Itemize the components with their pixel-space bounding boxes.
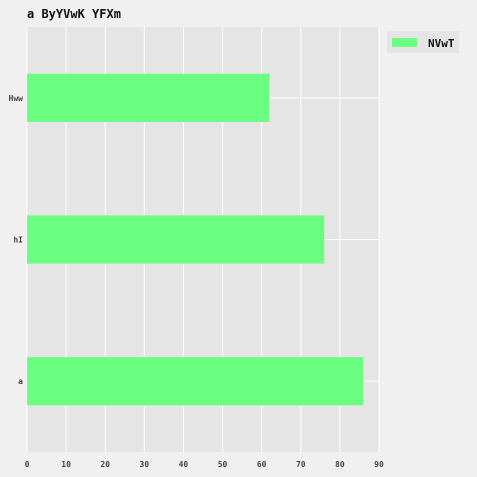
legend-swatch-nvwt (392, 38, 417, 47)
chart-title: a ByYVwK YFXm (27, 7, 121, 21)
x-tick-label: 10 (61, 460, 71, 469)
legend-box (387, 31, 459, 53)
x-tick-label: 40 (179, 460, 189, 469)
y-tick-label: hI (13, 236, 23, 245)
bar (27, 215, 325, 264)
legend-label-nvwt: NVwT (428, 37, 455, 50)
x-tick-label: 0 (25, 460, 30, 469)
x-tick-label: 70 (296, 460, 306, 469)
y-axis-ticks: Hww hI a (9, 94, 24, 386)
bars (27, 73, 364, 406)
x-tick-label: 30 (140, 460, 150, 469)
x-tick-label: 60 (257, 460, 267, 469)
legend: NVwT (387, 31, 459, 53)
x-tick-label: 90 (374, 460, 384, 469)
y-tick-label: a (18, 377, 23, 386)
x-tick-label: 80 (335, 460, 345, 469)
y-tick-label: Hww (9, 94, 24, 103)
bar (27, 73, 270, 122)
x-tick-label: 20 (100, 460, 110, 469)
x-tick-label: 50 (218, 460, 228, 469)
x-axis-ticks: 0 10 20 30 40 50 60 70 80 90 (25, 460, 384, 469)
bar (27, 357, 364, 406)
